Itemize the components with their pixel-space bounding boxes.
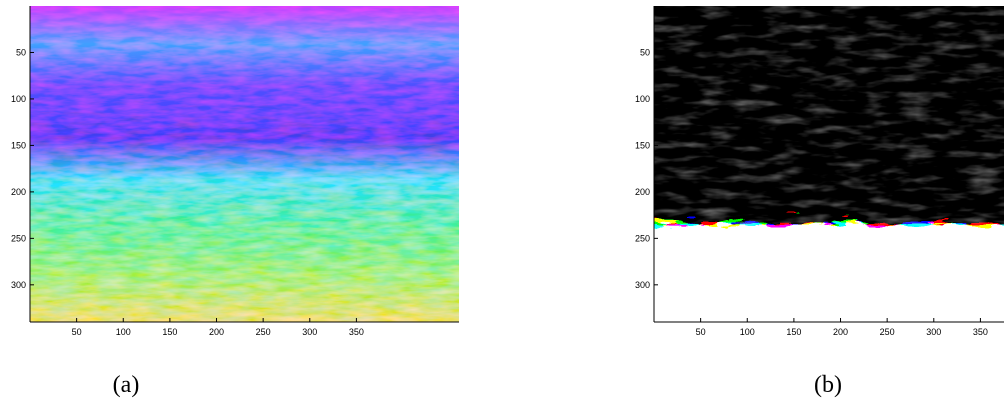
image-a [30, 6, 459, 322]
x-tick-label: 50 [696, 327, 706, 337]
y-tick-label: 250 [635, 233, 650, 243]
y-tick-label: 50 [640, 47, 650, 57]
x-tick-label: 150 [162, 327, 177, 337]
x-tick-label: 50 [72, 327, 82, 337]
caption: (b) [814, 372, 842, 398]
x-tick-label: 200 [833, 327, 848, 337]
x-tick-label: 350 [973, 327, 988, 337]
y-tick-label: 100 [635, 94, 650, 104]
y-tick-label: 50 [16, 47, 26, 57]
y-tick-label: 150 [635, 140, 650, 150]
x-tick-label: 300 [302, 327, 317, 337]
x-tick-label: 250 [880, 327, 895, 337]
x-tick-label: 100 [740, 327, 755, 337]
x-tick-label: 350 [349, 327, 364, 337]
y-tick-label: 150 [11, 140, 26, 150]
x-tick-label: 300 [926, 327, 941, 337]
x-tick-label: 100 [116, 327, 131, 337]
y-tick-label: 100 [11, 94, 26, 104]
y-tick-label: 200 [11, 187, 26, 197]
caption: (a) [113, 372, 140, 398]
image-b [654, 6, 1004, 322]
y-tick-label: 200 [635, 187, 650, 197]
y-tick-label: 300 [635, 280, 650, 290]
y-tick-label: 250 [11, 233, 26, 243]
x-tick-label: 150 [786, 327, 801, 337]
x-tick-label: 250 [256, 327, 271, 337]
x-tick-label: 200 [209, 327, 224, 337]
y-tick-label: 300 [11, 280, 26, 290]
